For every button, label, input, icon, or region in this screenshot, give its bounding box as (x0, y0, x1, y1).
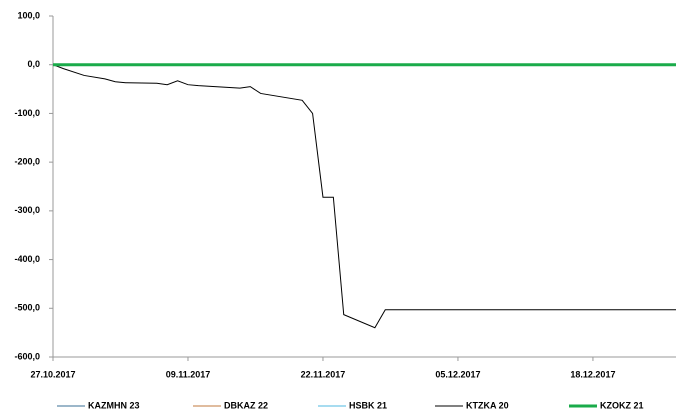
line-series (52, 64, 676, 329)
y-tick-label: 100,0 (17, 10, 40, 20)
legend-label: KZOKZ 21 (600, 400, 644, 410)
y-tick-label: 0,0 (27, 59, 40, 69)
x-tick-label: 05.12.2017 (435, 369, 480, 379)
y-tick-label: -400,0 (14, 254, 40, 264)
y-tick-label: -600,0 (14, 351, 40, 361)
legend-label: HSBK 21 (349, 400, 387, 410)
y-tick-label: -500,0 (14, 303, 40, 313)
legend-label: KTZKA 20 (466, 400, 509, 410)
y-tick-label: -300,0 (14, 205, 40, 215)
legend-label: DBKAZ 22 (224, 400, 268, 410)
x-tick-label: 18.12.2017 (570, 369, 615, 379)
x-tick-label: 27.10.2017 (30, 369, 75, 379)
x-tick-label: 22.11.2017 (301, 369, 346, 379)
legend-label: KAZMHN 23 (88, 400, 140, 410)
x-tick-label: 09.11.2017 (166, 369, 211, 379)
y-tick-label: -200,0 (14, 157, 40, 167)
y-tick-label: -100,0 (14, 108, 40, 118)
